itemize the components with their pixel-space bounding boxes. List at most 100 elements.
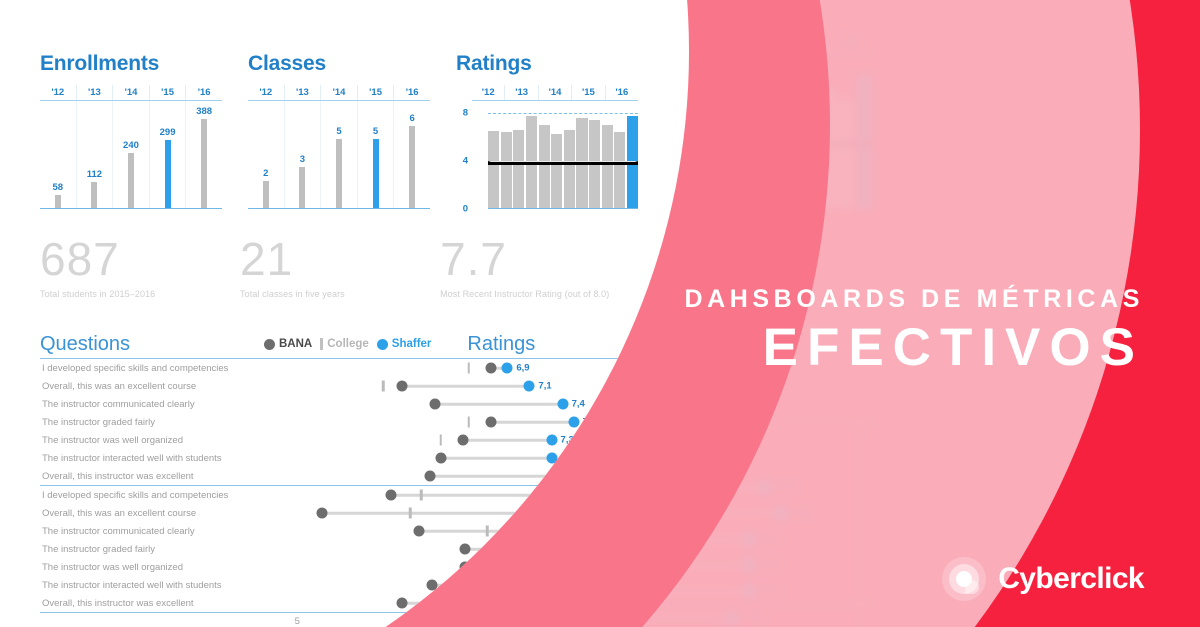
table-row[interactable]: The instructor was well organized 7,3 [40, 431, 640, 449]
bar-slot: 240 [112, 101, 149, 208]
bana-dot-marker[interactable] [385, 489, 397, 501]
question-group: I developed specific skills and competen… [40, 359, 640, 486]
bar-slot: 2 [248, 101, 284, 208]
question-label: The instructor interacted well with stud… [42, 452, 222, 464]
row-plot [253, 576, 640, 594]
legend-item[interactable]: Shaffer [376, 338, 431, 350]
shaffer-dot-marker[interactable] [557, 398, 569, 410]
stat-label: Total students in 2015–2016 [40, 288, 156, 299]
shaffer-dot-marker[interactable] [523, 380, 535, 392]
bar: 388 [196, 106, 212, 208]
table-row[interactable]: I developed specific skills and competen… [40, 486, 640, 504]
table-row[interactable]: The instructor graded fairly [40, 540, 640, 558]
bana-dot-marker[interactable] [435, 452, 447, 464]
bar: 58 [53, 182, 63, 208]
stat-label: Most Recent Instructor Rating (out of 8.… [440, 288, 610, 299]
table-row[interactable]: The instructor interacted well with stud… [40, 449, 640, 467]
shaffer-dot-marker[interactable] [534, 489, 546, 501]
kpi-stats-row: 687 Total students in 2015–2016 21 Total cl… [40, 233, 660, 299]
shaffer-dot-marker[interactable] [546, 434, 558, 446]
year-label: '16 [393, 85, 430, 100]
table-row[interactable]: The instructor communicated clearly [40, 522, 640, 540]
stat-value: 7.7 [440, 233, 508, 285]
college-tick-marker [486, 525, 489, 537]
connector-line [465, 547, 640, 551]
bana-dot-marker[interactable] [413, 525, 425, 537]
blue-dot-icon [376, 338, 388, 350]
connector-line [321, 511, 563, 515]
bana-dot-marker[interactable] [396, 380, 408, 392]
bar-plot-area: 2 3 5 5 6 [248, 101, 430, 209]
bana-dot-marker[interactable] [485, 362, 497, 374]
ratings-header: Ratings [467, 332, 536, 355]
bar: 5 [372, 126, 379, 208]
year-label: '15 [148, 85, 186, 100]
table-row[interactable]: The instructor interacted well with stud… [40, 576, 640, 594]
table-row[interactable]: The instructor graded fairly 7,5 [40, 413, 640, 431]
shaffer-dot-marker[interactable] [568, 416, 580, 428]
bar-value-label: 2 [263, 167, 269, 179]
connector-line [465, 565, 640, 569]
legend-label: College [327, 338, 369, 350]
bana-dot-marker[interactable] [429, 398, 441, 410]
bar [488, 131, 500, 208]
bana-dot-marker[interactable] [426, 579, 438, 591]
bar-slot: 388 [185, 101, 222, 208]
gray-dot-icon [264, 338, 275, 350]
shaffer-value-label: 7,3 [560, 470, 574, 482]
cyberclick-logo[interactable]: Cyberclick [942, 557, 1145, 601]
bana-dot-marker[interactable] [457, 434, 469, 446]
shaffer-value-label: 7,4 [571, 398, 585, 410]
question-label: The instructor communicated clearly [42, 525, 195, 537]
question-label: The instructor interacted well with stud… [42, 579, 222, 591]
bana-dot-marker[interactable] [424, 470, 436, 482]
table-row[interactable]: The instructor communicated clearly 7,4 [40, 395, 640, 413]
shaffer-value-label: 7,1 [538, 380, 552, 392]
bana-dot-marker[interactable] [316, 507, 328, 519]
stat-card: 7.7 Most Recent Instructor Rating (out of… [440, 233, 660, 299]
y-tick-label: 0 [462, 203, 468, 215]
year-axis: '12 '13'14'15'16 [472, 85, 638, 101]
shaffer-dot-marker[interactable] [501, 362, 513, 374]
row-plot: 7,5 [253, 413, 640, 431]
bar [551, 133, 563, 208]
year-label: '13 [75, 85, 113, 100]
shaffer-dot-marker[interactable] [546, 452, 558, 464]
table-row[interactable]: Overall, this was an excellent course 7,1 [40, 377, 640, 395]
table-row[interactable]: Overall, this was an excellent course 7,4 [40, 504, 640, 522]
connector-line [440, 456, 552, 460]
bar: 5 [335, 126, 342, 208]
shaffer-dot-marker[interactable] [546, 470, 558, 482]
year-label: '14 [537, 85, 571, 100]
table-row[interactable]: Overall, this instructor was excellent [40, 594, 640, 612]
legend-label: BANA [279, 338, 313, 350]
bar-value-label: 299 [159, 126, 176, 138]
question-label: Overall, this was an excellent course [42, 507, 197, 519]
bana-dot-marker[interactable] [396, 597, 408, 609]
row-plot: 7,4 [253, 504, 640, 522]
legend-item[interactable]: BANA [264, 338, 312, 350]
table-row[interactable]: Overall, this instructor was excellent 7,… [40, 467, 640, 485]
table-row[interactable]: I developed specific skills and competen… [40, 359, 640, 377]
shaffer-dot-marker[interactable] [557, 507, 569, 519]
questions-header-row: Questions BANA College Shaffer Ratings [40, 330, 640, 358]
gridline-4 [488, 161, 638, 165]
question-label: Overall, this instructor was excellent [42, 470, 194, 482]
shaffer-dot-marker[interactable] [599, 525, 611, 537]
dot-plot-body: I developed specific skills and competen… [40, 358, 640, 613]
table-row[interactable]: The instructor was well organized [40, 558, 640, 576]
bana-dot-marker[interactable] [485, 416, 497, 428]
row-plot: 7,3 [253, 467, 640, 485]
headline-line-1: DAHSBOARDS DE MÉTRICAS [684, 285, 1144, 313]
bana-dot-marker[interactable] [459, 543, 471, 555]
white-circle-mask: Enrollments '12'13'14'15'16 58 112 240 299 388… [0, 0, 689, 627]
panel-title: Classes [248, 52, 326, 75]
connector-line [418, 529, 605, 533]
panel-classes: Classes '12 '13'14'15'16 2 3 5 5 6 [248, 52, 430, 232]
gray-tick-icon [320, 338, 324, 350]
legend-item[interactable]: College [320, 338, 369, 350]
year-label: '16 [185, 85, 222, 100]
bana-dot-marker[interactable] [459, 561, 471, 573]
shaffer-value-label: 7,3 [560, 452, 574, 464]
